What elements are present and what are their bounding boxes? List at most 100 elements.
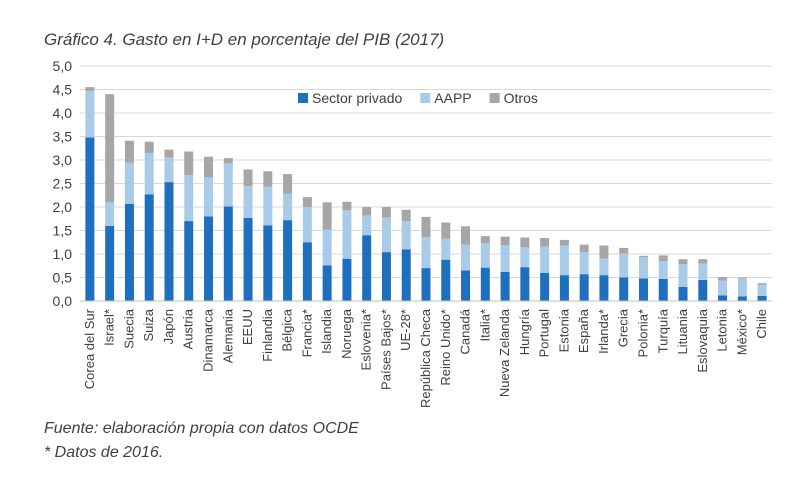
bar-segment (461, 226, 471, 245)
x-tick-label: Austria (181, 308, 196, 349)
bar-segment (223, 158, 233, 164)
bar-segment (619, 277, 629, 301)
bar-segment (243, 169, 253, 187)
bar-segment (579, 252, 589, 275)
x-tick-label: Alemania (220, 308, 235, 363)
bar-segment (678, 259, 688, 265)
bar-segment (737, 277, 747, 279)
bar-segment (362, 207, 372, 216)
bar-segment (223, 163, 233, 207)
bar-segment (461, 244, 471, 271)
bar-segment (421, 268, 431, 301)
bar-segment (540, 272, 550, 301)
bar-segment (678, 286, 688, 301)
source-note: Fuente: elaboración propia con datos OCD… (44, 420, 359, 437)
y-tick-label: 1,5 (53, 223, 73, 239)
bar-segment (204, 216, 214, 301)
x-tick-label: España (576, 308, 591, 353)
y-tick-label: 3,5 (53, 129, 73, 145)
x-tick-label: Hungría (517, 308, 532, 355)
bar-segment (124, 203, 134, 301)
x-tick-label: UE-28* (398, 309, 413, 351)
bar-segment (124, 140, 134, 163)
y-tick-label: 0,0 (53, 293, 73, 309)
x-tick-label: Letonia (715, 308, 730, 351)
bar-segment (757, 295, 767, 301)
x-tick-label: Bélgica (280, 308, 295, 351)
bar-segment (85, 90, 95, 138)
bar-segment (520, 267, 530, 301)
y-tick-label: 4,5 (53, 82, 73, 98)
bar-segment (737, 296, 747, 301)
bar-segment (184, 221, 194, 301)
bar-segment (737, 278, 747, 297)
x-tick-label: Finlandia (260, 308, 275, 362)
y-tick-label: 2,5 (53, 176, 73, 192)
x-tick-label: Estonia (556, 308, 571, 352)
bar-segment (362, 235, 372, 301)
y-tick-label: 0,5 (53, 270, 73, 286)
bar-segment (421, 216, 431, 238)
x-tick-label: República Checa (418, 308, 433, 408)
bar-segment (401, 249, 411, 301)
bar-segment (105, 94, 115, 203)
bar-segment (401, 209, 411, 222)
bar-segment (658, 261, 668, 279)
bar-segment (461, 270, 471, 301)
bar-segment (243, 217, 253, 301)
x-tick-label: Israel* (102, 309, 117, 346)
x-tick-label: Portugal (537, 309, 552, 358)
bar-segment (480, 243, 490, 268)
x-tick-label: Noruega (339, 308, 354, 359)
bar-segment (105, 202, 115, 226)
y-tick-label: 1,0 (53, 246, 73, 262)
x-tick-label: Grecia (616, 308, 631, 347)
bar-segment (342, 210, 352, 259)
bar-segment (658, 278, 668, 301)
y-tick-label: 2,0 (53, 199, 73, 215)
bar-segment (559, 245, 569, 276)
bar-segment (678, 264, 688, 287)
x-tick-label: Francia* (299, 309, 314, 357)
legend-swatch (298, 93, 308, 103)
x-tick-label: Islandia (319, 308, 334, 354)
x-tick-label: Nueva Zelanda (497, 308, 512, 397)
legend-label: AAPP (434, 90, 471, 106)
x-tick-label: Italia* (477, 309, 492, 342)
bar-segment (164, 182, 174, 301)
bar-segment (223, 206, 233, 301)
bar-segment (757, 283, 767, 285)
stacked-bar-chart: 0,0 0,5 1,0 1,5 2,0 2,5 3,0 3,5 4,0 4,5 5,0 Corea d… (53, 58, 772, 408)
chart-title: Gráfico 4. Gasto en I+D en porcentaje de… (44, 30, 445, 49)
y-tick-label: 5,0 (53, 58, 73, 74)
bar-segment (698, 279, 708, 301)
bar-segment (263, 186, 273, 226)
bar-segment (599, 275, 609, 301)
bar-segment (441, 222, 451, 239)
bar-segment (85, 137, 95, 301)
bar-segment (184, 175, 194, 222)
bar-segment (362, 215, 372, 236)
y-tick-label: 4,0 (53, 105, 73, 121)
bar-segment (204, 156, 214, 178)
legend-swatch (489, 93, 500, 103)
x-tick-label: Corea del Sur (82, 308, 97, 389)
bar-segment (520, 247, 530, 268)
y-tick-label: 3,0 (53, 152, 73, 168)
x-tick-label: Polonia* (635, 309, 650, 357)
bar-segment (638, 278, 648, 301)
bar-segment (619, 253, 629, 278)
bar-segment (283, 174, 293, 194)
bar-segment (184, 151, 194, 176)
bar-segment (441, 259, 451, 301)
bar-segment (302, 197, 312, 207)
bar-segment (381, 217, 391, 253)
bar-segment (263, 225, 273, 301)
bar-segment (302, 242, 312, 301)
x-tick-label: Chile (754, 309, 769, 339)
bar-segment (381, 252, 391, 301)
x-tick-label: Países Bajos* (378, 309, 393, 390)
bar-segment (342, 201, 352, 211)
bar-segment (164, 157, 174, 183)
bar-segment (638, 255, 648, 258)
